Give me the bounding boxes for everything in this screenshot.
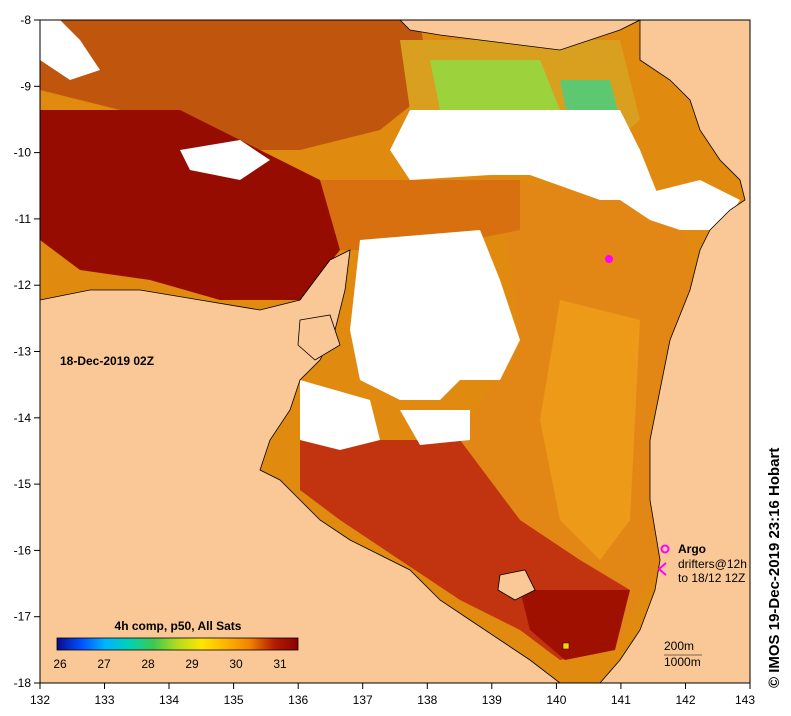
y-tick-label: -12 — [14, 278, 32, 292]
cloud — [620, 180, 740, 230]
y-tick-label: -8 — [20, 13, 31, 27]
x-tick-label: 141 — [611, 693, 631, 707]
land-new-guinea — [399, 20, 641, 51]
contour-200-label: 200m — [664, 639, 694, 653]
y-tick-label: -16 — [14, 543, 32, 557]
drifter-legend-icon — [657, 562, 667, 576]
x-tick-label: 143 — [735, 693, 755, 707]
argo-float-marker — [605, 255, 613, 263]
x-tick-label: 139 — [482, 693, 502, 707]
x-tick-label: 133 — [94, 693, 114, 707]
argo-legend-icon — [660, 544, 670, 554]
colorbar-tick: 26 — [53, 657, 67, 671]
x-tick-label: 136 — [288, 693, 308, 707]
colorbar-tick: 31 — [273, 657, 287, 671]
southern-tip-sst — [520, 590, 630, 660]
colorbar-tick: 29 — [185, 657, 199, 671]
x-tick-label: 138 — [417, 693, 437, 707]
y-tick-label: -17 — [14, 610, 32, 624]
x-tick-label: 142 — [675, 693, 695, 707]
central-warm-sst — [540, 300, 640, 560]
y-tick-label: -14 — [14, 411, 32, 425]
x-tick-label: 132 — [30, 693, 50, 707]
y-tick-label: -13 — [14, 345, 32, 359]
cloud — [40, 20, 100, 80]
cloud — [400, 410, 470, 445]
x-tick-label: 137 — [353, 693, 373, 707]
sst-point — [562, 642, 570, 650]
land-cape-york — [599, 20, 750, 683]
west-hot-sst — [40, 110, 360, 300]
cloud-central — [350, 230, 520, 400]
legend: Argo drifters@12h to 18/12 12Z 200m 1000… — [657, 542, 747, 669]
x-tick-label: 140 — [546, 693, 566, 707]
colorbar-tick: 27 — [97, 657, 111, 671]
cloud — [180, 140, 270, 180]
x-axis: 132 133 134 135 136 137 138 139 140 141 … — [30, 683, 755, 707]
y-tick-label: -15 — [14, 477, 32, 491]
y-tick-label: -10 — [14, 146, 32, 160]
date-label: 18-Dec-2019 02Z — [60, 354, 154, 368]
land-top-end — [40, 249, 561, 683]
drifters-label-line1: drifters@12h — [678, 557, 747, 571]
colorbar: 4h comp, p50, All Sats 26 27 28 29 30 31 — [53, 619, 299, 671]
colorbar-title: 4h comp, p50, All Sats — [115, 619, 242, 633]
colorbar-gradient — [56, 637, 299, 651]
contour-1000-label: 1000m — [664, 655, 701, 669]
x-tick-label: 135 — [224, 693, 244, 707]
land-island — [297, 314, 341, 361]
drifters-label-line2: to 18/12 12Z — [678, 571, 745, 585]
y-tick-label: -9 — [20, 79, 31, 93]
x-tick-label: 134 — [159, 693, 179, 707]
cloud — [390, 110, 660, 200]
argo-legend-label: Argo — [678, 542, 706, 556]
cloud — [300, 380, 380, 450]
land-island — [497, 569, 536, 601]
y-axis: -8 -9 -10 -11 -12 -13 -14 -15 -16 -17 -1… — [14, 13, 40, 690]
y-tick-label: -18 — [14, 676, 32, 690]
colorbar-tick: 28 — [141, 657, 155, 671]
y-tick-label: -11 — [15, 212, 32, 226]
colorbar-tick: 30 — [229, 657, 243, 671]
credit-label: © IMOS 19-Dec-2019 23:16 Hobart — [766, 447, 783, 688]
